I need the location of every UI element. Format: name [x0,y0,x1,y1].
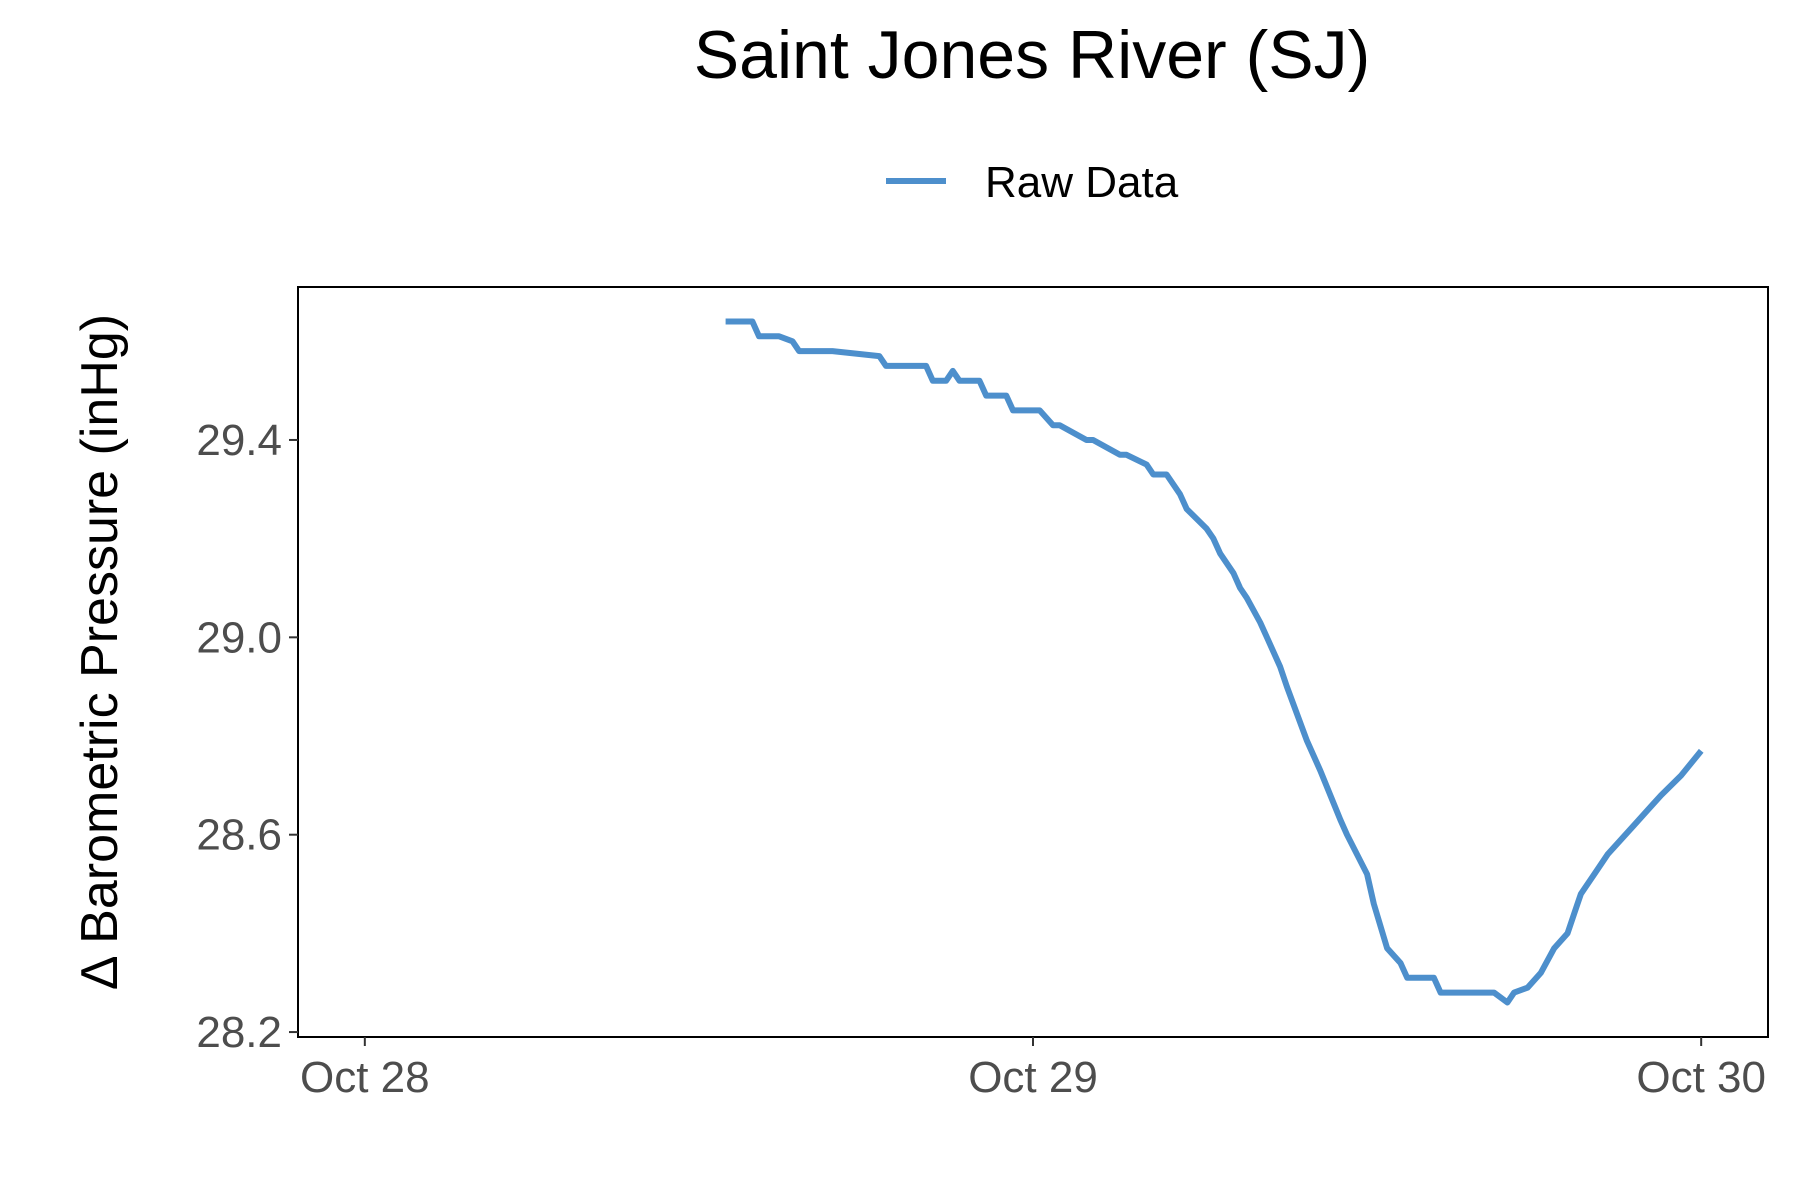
x-tick-label: Oct 28 [300,1053,430,1102]
y-tick-label: 29.4 [196,416,282,465]
y-axis-title: Δ Barometric Pressure (inHg) [71,314,129,990]
series-line-raw-data [725,318,1704,1006]
series-layer [725,318,1704,1006]
x-tick-label: Oct 30 [1636,1053,1766,1102]
y-tick-label: 29.0 [196,613,282,662]
x-tick-label: Oct 29 [968,1053,1098,1102]
chart-title: Saint Jones River (SJ) [694,17,1370,93]
y-tick-label: 28.2 [196,1008,282,1057]
legend: Raw Data [886,158,1179,207]
y-axis: 28.2 28.6 29.0 29.4 [196,416,298,1057]
legend-label-raw-data: Raw Data [985,158,1179,207]
x-axis: Oct 28 Oct 29 Oct 30 [300,1037,1766,1102]
y-tick-label: 28.6 [196,811,282,860]
plot-panel [297,286,1769,1038]
